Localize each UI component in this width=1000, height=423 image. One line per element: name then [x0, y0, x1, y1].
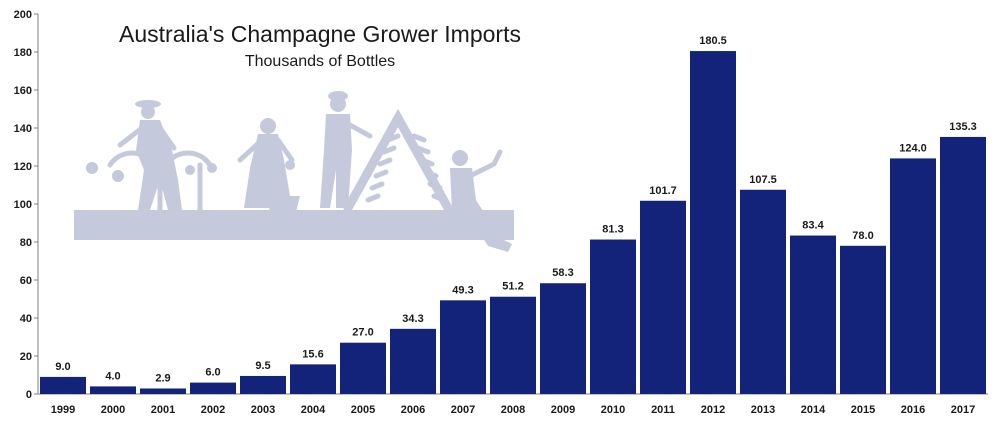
- bar-2003: [240, 375, 286, 394]
- bar-value-label: 107.5: [749, 174, 777, 186]
- x-tick-label: 2013: [751, 404, 775, 416]
- y-tick-label: 60: [20, 275, 32, 287]
- y-axis-ticks: 0 20 40 60 80 100 120 140 160 180 200: [14, 9, 38, 401]
- y-tick-label: 80: [20, 237, 32, 249]
- bar-2007: [440, 300, 486, 394]
- bar-2002: [190, 382, 236, 394]
- bar-2004: [290, 364, 336, 394]
- bar-value-label: 101.7: [649, 185, 677, 197]
- y-tick-label: 140: [14, 123, 32, 135]
- winemaking-illustration: [74, 91, 514, 252]
- bar-2000: [90, 386, 136, 394]
- bar-value-label: 27.0: [352, 327, 373, 339]
- bar-value-label: 15.6: [302, 348, 323, 360]
- y-tick-label: 100: [14, 199, 32, 211]
- bar-value-label: 51.2: [502, 281, 523, 293]
- bar-2011: [640, 200, 686, 394]
- bar-value-label: 9.0: [55, 361, 70, 373]
- bar-value-label: 124.0: [899, 142, 927, 154]
- bar-value-label: 49.3: [452, 284, 473, 296]
- x-tick-label: 2006: [401, 404, 425, 416]
- x-tick-label: 2007: [451, 404, 475, 416]
- bar-2015: [840, 245, 886, 394]
- bar-2006: [390, 328, 436, 394]
- x-tick-label: 2014: [801, 404, 826, 416]
- x-tick-label: 2008: [501, 404, 525, 416]
- x-tick-label: 2016: [901, 404, 925, 416]
- x-tick-label: 2000: [101, 404, 125, 416]
- bar-1999: [40, 376, 86, 394]
- x-tick-label: 2011: [651, 404, 675, 416]
- bar-2016: [890, 158, 936, 394]
- bar-value-label: 81.3: [602, 224, 623, 236]
- bar-value-label: 34.3: [402, 313, 423, 325]
- bar-2013: [740, 189, 786, 394]
- bar-2010: [590, 239, 636, 394]
- bar-2001: [140, 388, 186, 394]
- bar-2005: [340, 342, 386, 394]
- y-tick-label: 160: [14, 85, 32, 97]
- x-tick-label: 2003: [251, 404, 275, 416]
- bar-data-labels: 9.0 4.0 2.9 6.0 9.5 15.6 27.0 34.3 49.3 51.2 58.3 8…: [55, 35, 976, 384]
- x-tick-label: 1999: [51, 404, 75, 416]
- y-tick-label: 200: [14, 9, 32, 21]
- x-tick-label: 2002: [201, 404, 225, 416]
- illustration-riddling-rack: [343, 108, 453, 213]
- illustration-picker-figure: [117, 100, 182, 210]
- x-tick-label: 2009: [551, 404, 575, 416]
- y-tick-label: 180: [14, 47, 32, 59]
- bar-value-label: 180.5: [699, 35, 727, 47]
- bar-value-label: 78.0: [852, 230, 873, 242]
- illustration-woman-figure: [237, 118, 300, 212]
- bar-value-label: 58.3: [552, 267, 573, 279]
- bar-value-label: 2.9: [155, 372, 170, 384]
- x-tick-label: 2015: [851, 404, 875, 416]
- x-tick-label: 2012: [701, 404, 725, 416]
- illustration-vines: [107, 150, 213, 213]
- bar-2014: [790, 235, 836, 394]
- y-tick-label: 20: [20, 351, 32, 363]
- bar-value-label: 6.0: [205, 367, 220, 379]
- x-axis-ticks: 1999 2000 2001 2002 2003 2004 2005 2006 2007 2008…: [51, 404, 975, 416]
- chart-subtitle: Thousands of Bottles: [245, 53, 395, 70]
- illustration-grapes: [86, 162, 98, 174]
- chart-title: Australia's Champagne Grower Imports: [119, 21, 521, 47]
- bar-series: [40, 51, 986, 395]
- bar-value-label: 135.3: [949, 121, 977, 133]
- x-tick-label: 2004: [301, 404, 326, 416]
- x-tick-label: 2005: [351, 404, 375, 416]
- bar-2009: [540, 283, 586, 394]
- y-tick-label: 0: [26, 389, 32, 401]
- y-tick-label: 120: [14, 161, 32, 173]
- bar-value-label: 83.4: [802, 220, 824, 232]
- x-tick-label: 2010: [601, 404, 625, 416]
- bar-2017: [940, 136, 986, 394]
- bar-value-label: 4.0: [105, 370, 120, 382]
- x-tick-label: 2001: [151, 404, 175, 416]
- illustration-seated-figure: [450, 149, 512, 252]
- illustration-bench: [74, 210, 514, 240]
- y-tick-label: 40: [20, 313, 32, 325]
- bar-2008: [490, 296, 536, 394]
- bar-value-label: 9.5: [255, 360, 270, 372]
- x-tick-label: 2017: [951, 404, 975, 416]
- bar-2012: [690, 51, 736, 395]
- illustration-man-figure: [320, 91, 373, 208]
